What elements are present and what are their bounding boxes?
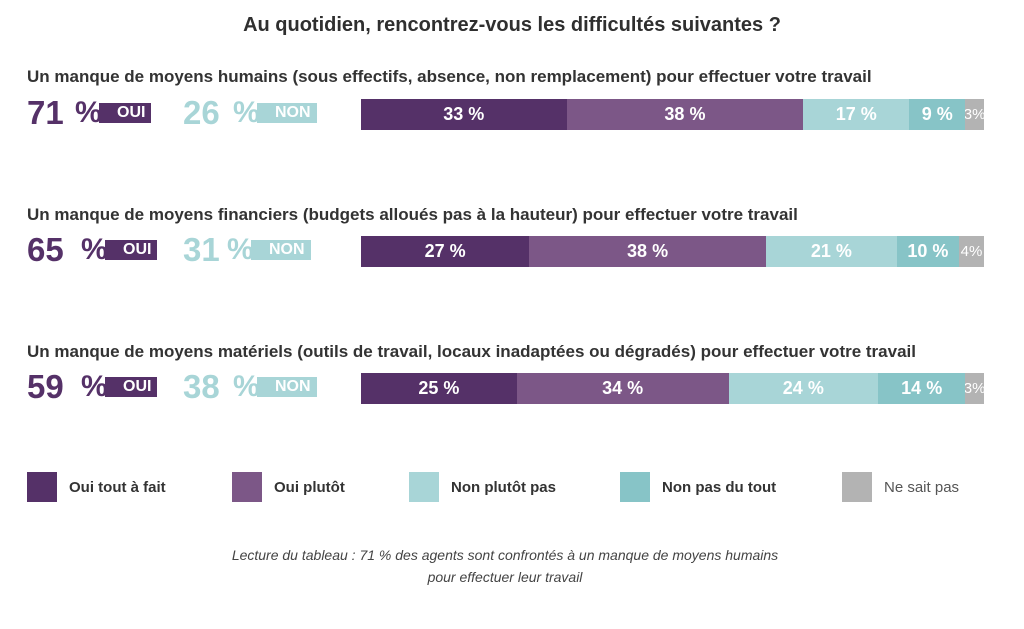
oui-tag-1: OUI: [99, 103, 152, 123]
non-tag-3: NON: [257, 377, 317, 397]
stacked-bar-1: 33 % 38 % 17 % 9 % 3%: [361, 99, 984, 130]
stacked-bar-2: 27 % 38 % 21 % 10 % 4%: [361, 236, 984, 267]
reading-note-line-2: pour effectuer leur travail: [427, 569, 583, 585]
question-3: Un manque de moyens matériels (outils de…: [27, 342, 916, 361]
bar-1-segment-oui-tout-a-fait: 33 %: [361, 99, 567, 130]
legend-item-non-plutot-pas: Non plutôt pas: [409, 472, 556, 502]
oui-percent-sign-2: %: [81, 233, 108, 266]
oui-value-2: 65: [27, 231, 64, 268]
bar-3-segment-non-plutot-pas: 24 %: [728, 373, 879, 404]
non-percent-sign-2: %: [227, 233, 254, 266]
reading-note-line-1: Lecture du tableau : 71 % des agents son…: [231, 547, 779, 563]
non-percent-sign-3: %: [233, 370, 260, 403]
legend-label-non-pas-du-tout: Non pas du tout: [662, 478, 777, 496]
legend-label-oui-tout-a-fait: Oui tout à fait: [69, 478, 166, 496]
legend-label-ne-sait-pas: Ne sait pas: [884, 478, 960, 496]
non-percent-sign-1: %: [233, 96, 260, 129]
legend-item-non-pas-du-tout: Non pas du tout: [620, 472, 776, 502]
bar-3-segment-non-pas-du-tout: 14 %: [878, 373, 966, 404]
question-1: Un manque de moyens humains (sous effect…: [27, 67, 872, 86]
oui-tag-3: OUI: [105, 377, 158, 397]
non-value-2: 31: [183, 231, 220, 268]
non-value-3: 38: [183, 368, 220, 405]
oui-tag-2: OUI: [105, 240, 158, 260]
bar-2-segment-oui-tout-a-fait: 27 %: [361, 236, 530, 267]
legend: Oui tout à fait Oui plutôt Non plutôt pa…: [27, 472, 987, 502]
legend-swatch-oui-tout-a-fait: [27, 472, 57, 502]
non-value-1: 26: [183, 94, 220, 131]
bar-2-segment-ne-sait-pas: 4%: [959, 236, 984, 267]
oui-value-3: 59: [27, 368, 64, 405]
bar-2-segment-oui-plutot: 38 %: [529, 236, 766, 267]
chart-title: Au quotidien, rencontrez-vous les diffic…: [243, 14, 781, 36]
legend-swatch-non-pas-du-tout: [620, 472, 650, 502]
legend-item-ne-sait-pas: Ne sait pas: [842, 472, 959, 502]
bar-2-segment-non-plutot-pas: 21 %: [765, 236, 897, 267]
bar-3-segment-ne-sait-pas: 3%: [965, 373, 984, 404]
legend-swatch-non-plutot-pas: [409, 472, 439, 502]
non-tag-1: NON: [257, 103, 317, 123]
legend-label-non-plutot-pas: Non plutôt pas: [451, 478, 556, 496]
oui-percent-sign-3: %: [81, 370, 108, 403]
bar-1-segment-ne-sait-pas: 3%: [965, 99, 984, 130]
bar-3-segment-oui-plutot: 34 %: [516, 373, 729, 404]
legend-item-oui-tout-a-fait: Oui tout à fait: [27, 472, 166, 502]
legend-swatch-ne-sait-pas: [842, 472, 872, 502]
bar-1-segment-non-pas-du-tout: 9 %: [909, 99, 966, 130]
legend-item-oui-plutot: Oui plutôt: [232, 472, 345, 502]
non-tag-2: NON: [251, 240, 311, 260]
stacked-bar-3: 25 % 34 % 24 % 14 % 3%: [361, 373, 984, 404]
oui-percent-sign-1: %: [75, 96, 102, 129]
bar-1-segment-oui-plutot: 38 %: [566, 99, 804, 130]
bar-3-segment-oui-tout-a-fait: 25 %: [361, 373, 517, 404]
question-2: Un manque de moyens financiers (budgets …: [27, 205, 798, 224]
bar-1-segment-non-plutot-pas: 17 %: [803, 99, 910, 130]
legend-label-oui-plutot: Oui plutôt: [274, 478, 345, 496]
legend-swatch-oui-plutot: [232, 472, 262, 502]
oui-value-1: 71: [27, 94, 64, 131]
reading-note: Lecture du tableau : 71 % des agents son…: [0, 544, 1010, 588]
bar-2-segment-non-pas-du-tout: 10 %: [896, 236, 960, 267]
